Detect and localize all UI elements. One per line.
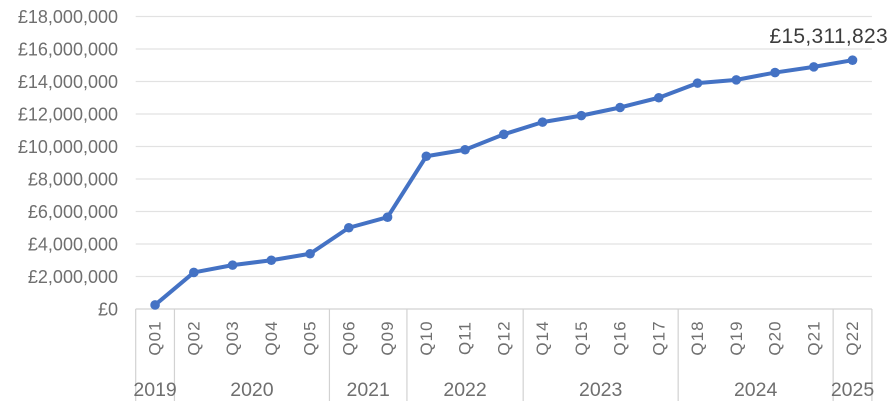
x-axis-quarter-label: Q18: [688, 320, 707, 355]
x-axis-quarter-label: Q22: [843, 320, 862, 355]
y-axis-tick-label: £8,000,000: [28, 170, 118, 190]
y-axis-tick-label: £4,000,000: [28, 235, 118, 255]
x-axis-quarter-label: Q09: [378, 320, 397, 355]
x-axis-quarter-label: Q01: [146, 320, 165, 355]
x-axis-quarter-label: Q11: [456, 321, 475, 355]
x-axis-quarter-label: Q16: [611, 320, 630, 355]
series-line: [153, 58, 855, 307]
last-point-data-label: £15,311,823: [769, 25, 888, 48]
y-axis-tick-label: £2,000,000: [28, 267, 118, 287]
x-axis-quarter-label: Q06: [339, 320, 358, 355]
x-axis-quarter-label: Q17: [649, 320, 668, 355]
data-point-marker-q05: [305, 248, 315, 259]
x-axis-quarter-label: Q10: [417, 320, 436, 355]
y-axis-tick-label: £16,000,000: [18, 40, 118, 60]
x-axis-quarter-label: Q04: [262, 320, 281, 355]
data-point-marker-q18: [692, 78, 703, 88]
data-point-marker-q10: [421, 151, 432, 162]
data-point-marker-q15: [576, 110, 587, 121]
y-axis-tick-label: £14,000,000: [18, 72, 118, 92]
data-point-marker-q06: [344, 222, 354, 233]
data-point-marker-q17: [653, 92, 664, 103]
x-axis-year-label: 2025: [831, 379, 875, 401]
x-axis-quarter-label: Q03: [223, 320, 242, 355]
data-point-marker-q21: [808, 62, 819, 72]
x-axis-year-label: 2019: [133, 379, 176, 401]
data-point-marker-q19: [731, 75, 742, 85]
data-point-marker-q16: [615, 102, 625, 113]
x-axis-quarter-label: Q15: [572, 320, 591, 355]
x-axis-year-label: 2021: [346, 379, 389, 401]
x-axis-year-label: 2020: [230, 379, 274, 401]
x-axis-quarter-label: Q02: [184, 320, 203, 355]
data-point-marker-q14: [537, 117, 548, 127]
x-axis-quarter-label: Q12: [494, 320, 513, 355]
x-axis-quarter-label: Q14: [533, 320, 552, 355]
x-axis-quarter-label: Q20: [766, 320, 785, 355]
data-point-marker-q02: [189, 267, 199, 278]
data-point-marker-q11: [460, 144, 470, 155]
data-point-marker-q22: [847, 55, 858, 65]
x-axis-quarter-label: Q19: [727, 320, 746, 355]
y-axis-tick-label: £6,000,000: [28, 202, 118, 222]
y-axis-tick-label: £18,000,000: [18, 7, 118, 27]
x-axis-quarter-label: Q21: [804, 320, 823, 355]
data-point-marker-q20: [770, 67, 780, 78]
x-axis-year-label: 2022: [443, 379, 486, 401]
data-point-marker-q04: [266, 255, 277, 266]
x-axis-year-label: 2023: [579, 379, 622, 401]
y-axis-tick-label: £10,000,000: [18, 137, 118, 157]
y-axis-tick-label: £0: [98, 300, 118, 320]
data-point-marker-q09: [382, 212, 393, 222]
data-point-marker-q12: [499, 129, 509, 140]
x-axis-year-label: 2024: [734, 379, 778, 401]
data-point-marker-q03: [227, 260, 238, 270]
y-axis-tick-label: £12,000,000: [18, 105, 118, 125]
data-point-marker-q01: [150, 300, 160, 310]
x-axis-quarter-label: Q05: [301, 320, 320, 355]
